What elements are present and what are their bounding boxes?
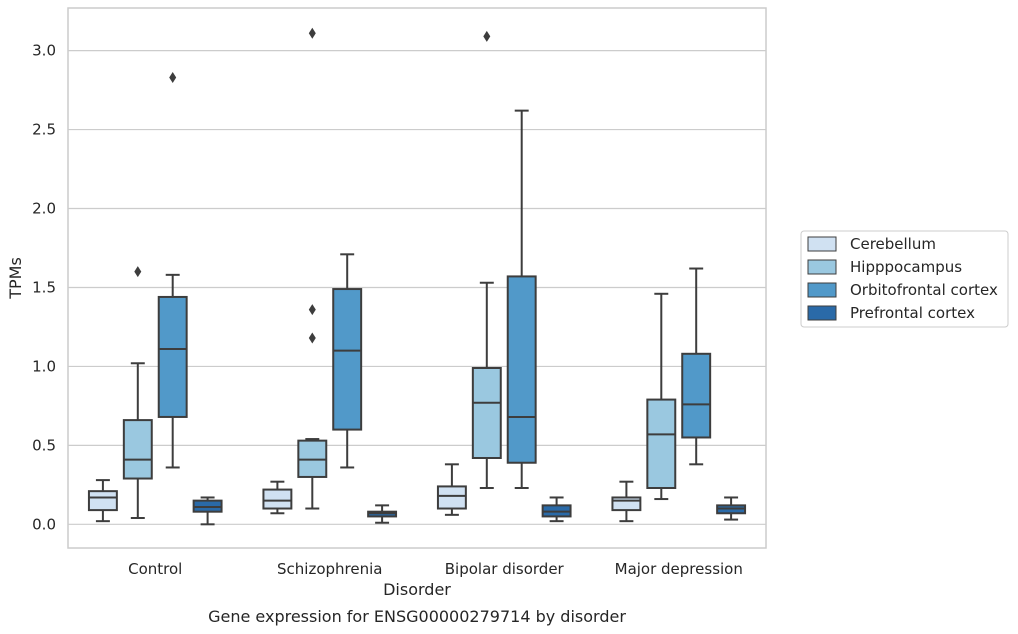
box-plot [87,479,118,523]
y-tick-label: 2.5 [32,121,56,139]
box-plot [646,292,677,501]
x-tick-label: Major depression [615,560,743,578]
x-axis-label: Disorder [383,580,451,599]
box-iqr [87,490,118,512]
box-plot [611,480,642,523]
y-tick-label: 3.0 [32,42,56,60]
x-tick-label: Control [128,560,182,578]
box-plots [87,27,747,526]
box-iqr [122,419,153,480]
box-plot [157,71,188,469]
y-tick-label: 0.5 [32,436,56,454]
outlier-point [308,27,316,39]
box-plot [471,30,502,489]
legend-label: Hipppocampus [850,258,962,276]
outlier-point [308,304,316,316]
y-tick-label: 1.5 [32,278,56,296]
box-plot [332,253,363,469]
box-iqr [262,488,293,510]
box-iqr [646,398,677,489]
y-tick-label: 2.0 [32,200,56,218]
x-tick-label: Bipolar disorder [445,560,565,578]
legend-swatch [807,236,837,252]
box-iqr [506,275,537,464]
box-iqr [332,288,363,431]
legend-swatch [807,259,837,275]
legend-label: Prefrontal cortex [850,304,975,322]
legend-swatch [807,282,837,298]
legend: Cerebellum Hipppocampus Orbitofrontal cort… [800,230,1009,328]
box-plot [367,504,398,524]
y-tick-label: 1.0 [32,357,56,375]
box-plot [681,267,712,466]
outlier-point [308,332,316,344]
box-plot [297,27,328,510]
y-axis-label: TPMs [6,257,25,300]
box-iqr [611,496,642,512]
x-tick-label: Schizophrenia [277,560,382,578]
box-plot [436,463,467,516]
box-iqr [681,352,712,439]
outlier-point [169,71,177,83]
outlier-point [134,266,142,278]
box-iqr [471,367,502,459]
legend-swatch [807,305,837,321]
box-iqr [157,295,188,418]
plot-area-frame [67,7,767,549]
box-plot [506,109,537,489]
outlier-point [483,30,491,42]
box-plot [122,266,153,519]
box-plot [262,480,293,515]
legend-label: Orbitofrontal cortex [850,281,998,299]
legend-frame [800,230,1009,328]
box-plot [192,496,223,526]
box-iqr [436,485,467,510]
x-axis-ticks: Control Schizophrenia Bipolar disorder Majo… [128,560,743,578]
y-axis-ticks: 0.0 0.5 1.0 1.5 2.0 2.5 3.0 [32,42,56,534]
legend-label: Cerebellum [850,235,936,253]
box-plot [541,496,572,523]
figure-caption: Gene expression for ENSG00000279714 by d… [208,607,626,626]
box-plot [716,496,747,521]
y-tick-label: 0.0 [32,515,56,533]
